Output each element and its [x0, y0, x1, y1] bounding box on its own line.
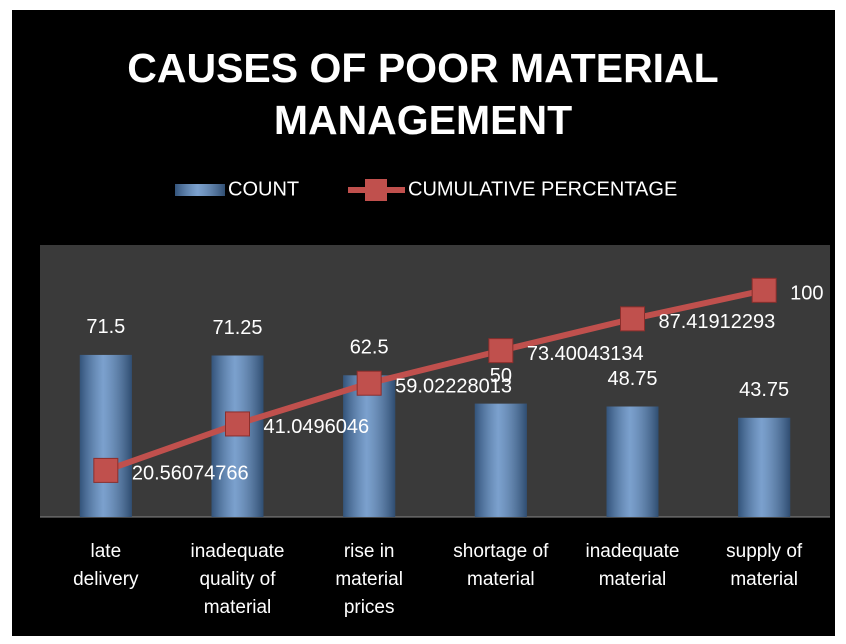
legend-marker: [365, 179, 387, 201]
bar-shine: [343, 375, 396, 517]
data-label: 100: [790, 283, 823, 305]
x-tick-label: inadequate material: [585, 541, 680, 590]
line-marker: [620, 306, 645, 332]
legend-label: COUNT: [228, 178, 299, 200]
data-label: 59.02228013: [395, 375, 512, 397]
x-tick-label: supply of material: [726, 541, 803, 590]
data-label: 71.25: [212, 317, 262, 339]
line: [104, 287, 765, 474]
line-marker: [225, 411, 250, 437]
bar-shine: [474, 403, 527, 517]
data-label: 73.40043134: [527, 343, 644, 365]
x-tick-label: rise in material prices: [335, 541, 403, 618]
line-marker: [356, 370, 382, 396]
data-label: 41.0496046: [264, 416, 370, 438]
data-label: 87.41912293: [659, 311, 776, 333]
chart-title: CAUSES OF POOR MATERIAL MANAGEMENT: [127, 45, 719, 143]
legend-label: CUMULATIVE PERCENTAGE: [408, 178, 677, 200]
line-marker: [93, 457, 119, 483]
legend-swatch-shine: [175, 184, 225, 196]
bar-shine: [79, 354, 132, 517]
x-tick-label: shortage of material: [453, 541, 549, 590]
bar-shine: [738, 417, 791, 517]
data-label: 43.75: [739, 379, 789, 401]
line-marker: [488, 338, 514, 364]
line-marker: [751, 277, 777, 303]
bar-shine: [606, 406, 659, 517]
data-label: 71.5: [86, 316, 125, 338]
data-label: 62.5: [350, 337, 389, 359]
plot-area: [40, 245, 830, 517]
x-tick-label: inadequate quality of material: [190, 541, 285, 618]
data-label: 50: [490, 365, 512, 387]
data-label: 20.56074766: [132, 463, 249, 485]
data-label: 48.75: [607, 368, 657, 390]
x-tick-label: late delivery: [73, 541, 139, 590]
